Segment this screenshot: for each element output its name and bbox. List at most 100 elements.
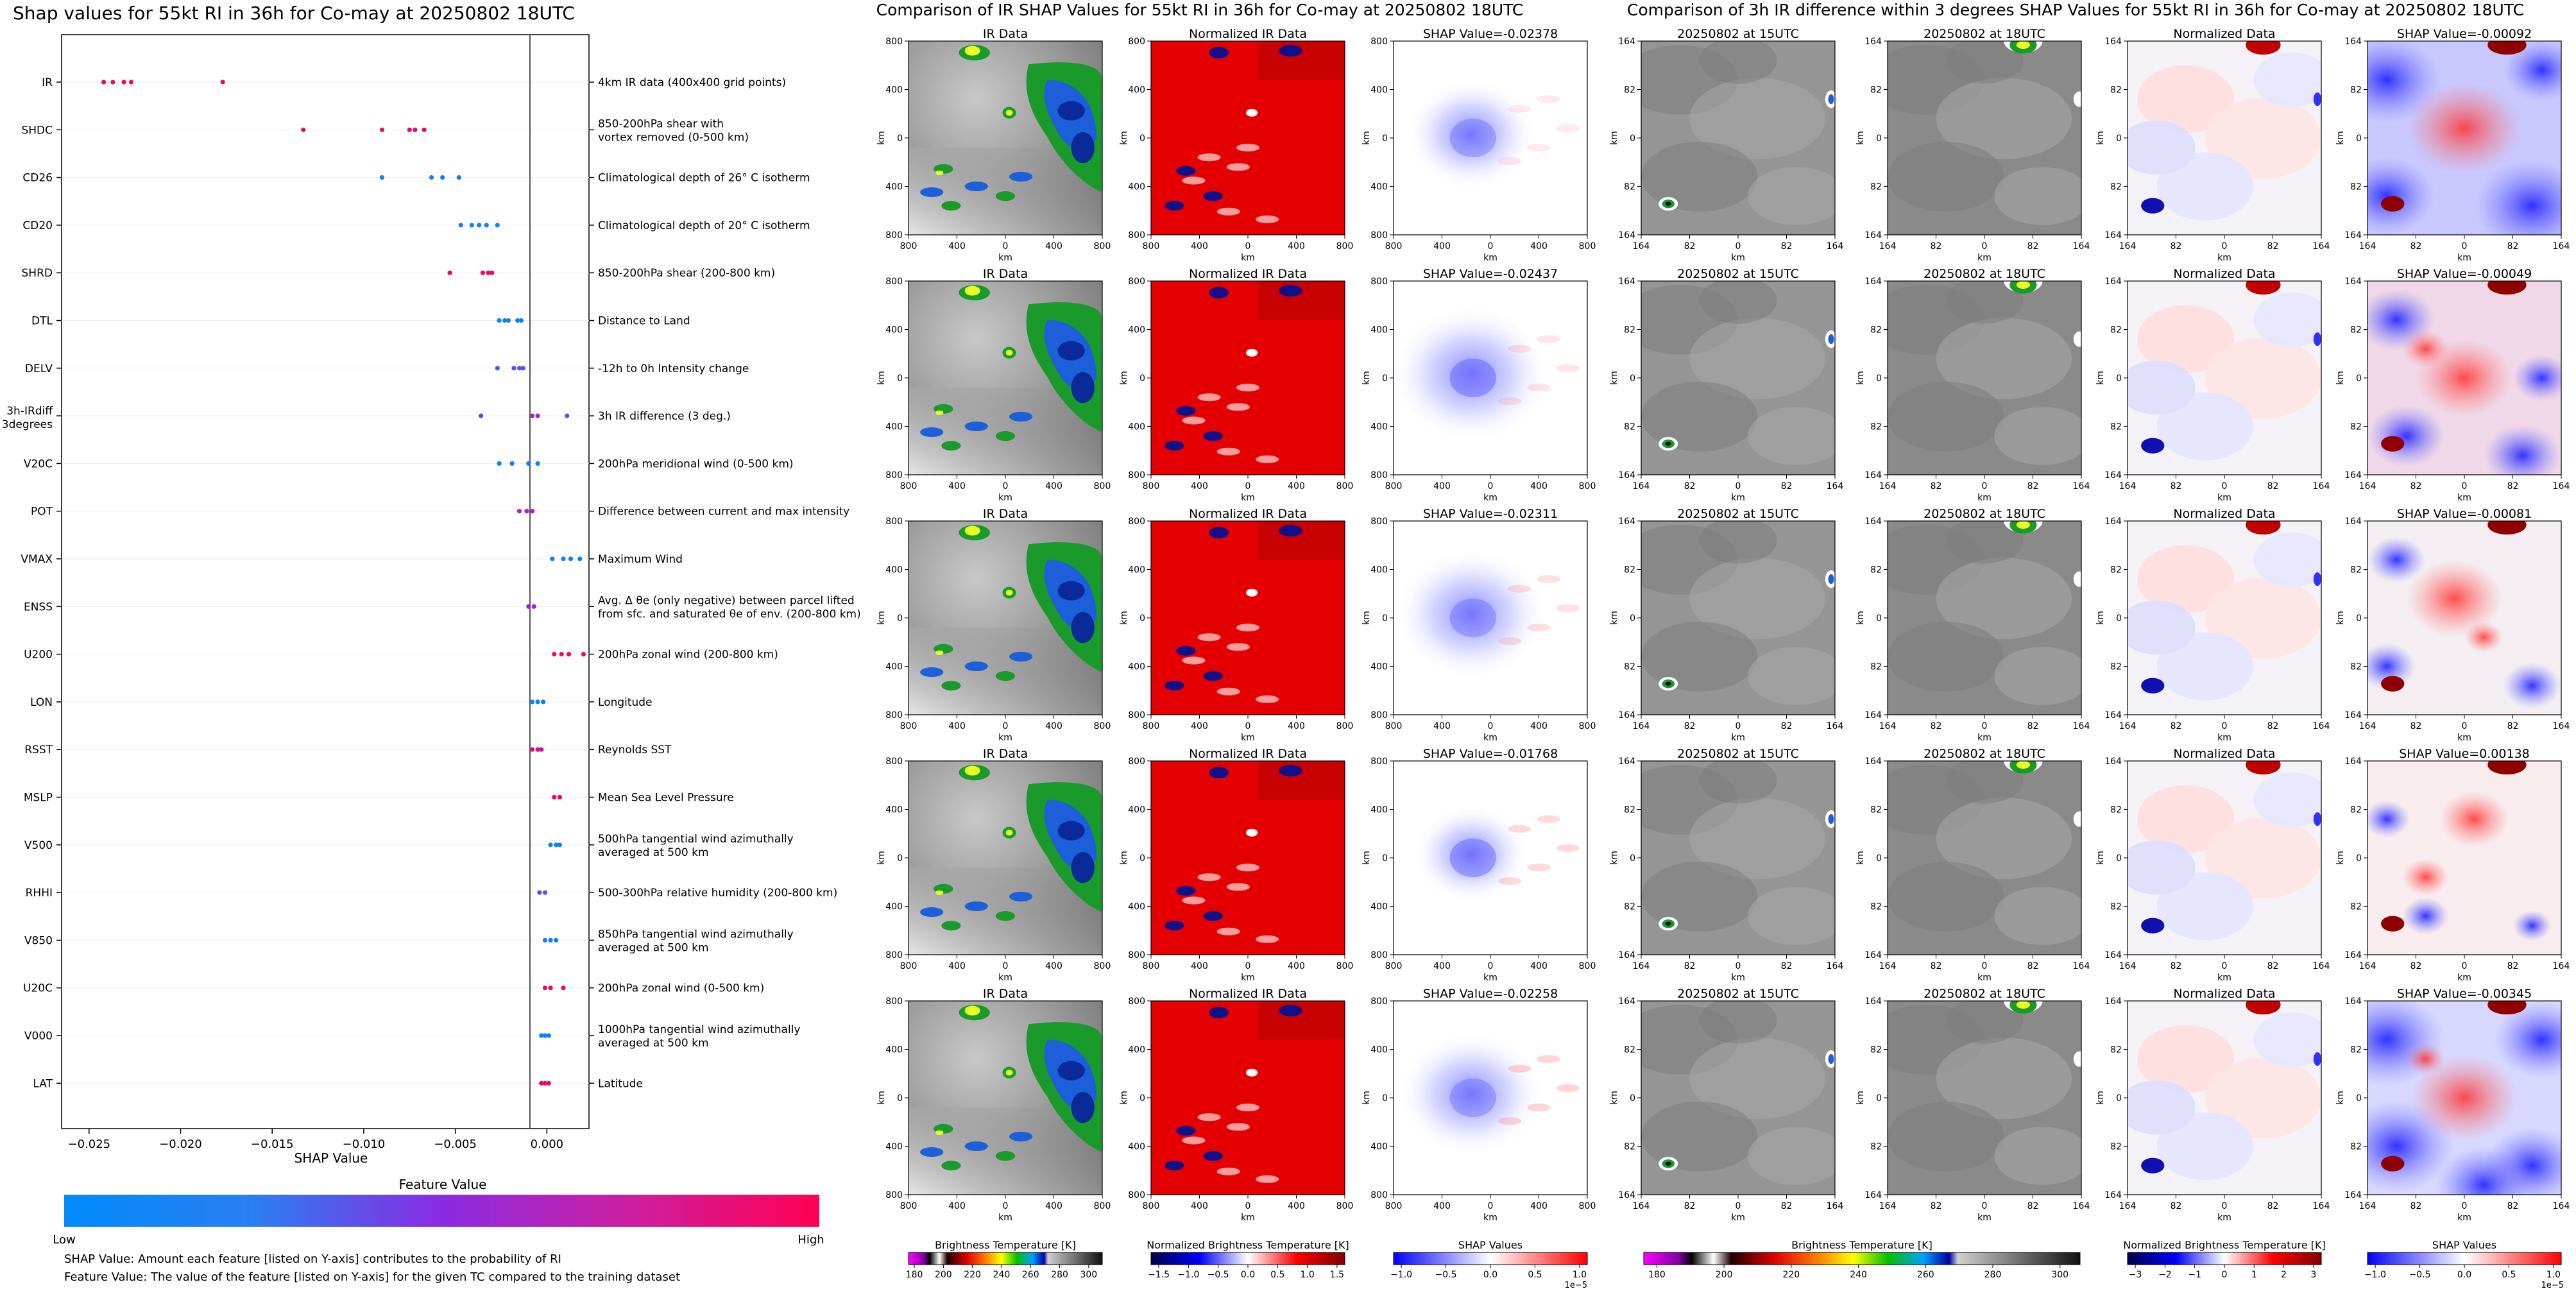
tick-label: 164 [1633, 961, 1650, 971]
tick-label: 164 [2073, 241, 2090, 252]
tick-label: 82 [2027, 1201, 2039, 1211]
y-axis-label: km [876, 611, 887, 625]
tick-label: 82 [1870, 565, 1882, 576]
shap-point [101, 80, 107, 85]
shap-point [557, 842, 562, 848]
brightness-temperature-image [1888, 281, 2081, 475]
shap-point [565, 413, 570, 418]
tick-label: 400 [1530, 241, 1548, 252]
tick-label: 400 [1128, 902, 1145, 912]
tick-label: 0 [2116, 373, 2122, 384]
x-axis-label: km [2217, 733, 2231, 743]
diff-colorbars: Brightness Temperature [K] 180 200 220 240 26… [1643, 1239, 2564, 1289]
shap-point [509, 461, 515, 466]
colorbar-tick-label: 260 [1022, 1270, 1039, 1280]
y-axis-label: km [2335, 1091, 2346, 1105]
y-axis-label: km [1855, 851, 1866, 865]
subplot-title: 20250802 at 15UTC [1677, 27, 1799, 41]
tick-label: 800 [1579, 721, 1596, 731]
tick-label: 82 [2507, 1201, 2519, 1211]
colorbar-tick-label: 0.0 [1241, 1270, 1255, 1280]
tick-label: 82 [1931, 241, 1942, 252]
feature-label: U200 [24, 649, 53, 662]
ir-subplot: Normalized IR Data8008004004000040040080… [1119, 267, 1353, 503]
shap-point [497, 318, 502, 323]
shap-point [447, 270, 452, 275]
feature-label: LON [30, 696, 53, 709]
tick-label: 0 [1139, 853, 1145, 864]
tick-label: 800 [1128, 710, 1145, 721]
tick-label: 164 [2119, 961, 2137, 971]
subplot-title: SHAP Value=-0.02378 [1423, 27, 1558, 41]
tick-label: 164 [2119, 481, 2137, 491]
colorbar-tick-label: 300 [2051, 1270, 2068, 1280]
diff-subplot: 20250802 at 18UTC1641648282008282164164k… [1855, 507, 2090, 743]
shap-point [477, 223, 482, 228]
tick-label: 400 [1128, 662, 1145, 672]
subplot-title: 20250802 at 18UTC [1923, 507, 2045, 521]
tick-label: 0 [2222, 481, 2228, 491]
tick-label: 82 [1684, 1201, 1696, 1211]
diff-subplot: 20250802 at 18UTC1641648282008282164164k… [1855, 27, 2090, 263]
y-axis-label: km [1609, 371, 1619, 385]
tick-label: 82 [2110, 182, 2122, 192]
tick-label: 400 [885, 325, 903, 336]
tick-label: 164 [1864, 950, 1882, 960]
tick-label: 800 [1370, 230, 1388, 241]
tick-label: 82 [2027, 721, 2039, 731]
tick-label: 0 [2462, 721, 2468, 731]
tick-label: 82 [2110, 1045, 2122, 1055]
colorbar-label: Brightness Temperature [K] [1791, 1239, 1932, 1251]
feature-description: Latitude [598, 1077, 643, 1090]
feature-description-labels: 4km IR data (400x400 grid points) 850-200… [589, 76, 861, 1090]
tick-label: 164 [1633, 481, 1650, 491]
feature-description: Avg. Δ θe (only negative) between parcel… [598, 594, 855, 607]
tick-label: 82 [1624, 565, 1635, 576]
x-axis-label: km [998, 493, 1012, 503]
colorbar-strip [1643, 1252, 2081, 1265]
shap-point [546, 1033, 551, 1038]
tick-label: 0 [2222, 721, 2228, 731]
tick-label: 800 [1094, 961, 1111, 971]
x-axis-label: km [1977, 493, 1992, 503]
y-axis-label: km [1361, 371, 1372, 385]
feature-label: V850 [24, 934, 53, 947]
subplot-title: SHAP Value=-0.00049 [2397, 267, 2532, 281]
x-axis-label: km [2457, 973, 2471, 983]
tick-label: 0 [1876, 613, 1882, 624]
shap-point [577, 556, 583, 561]
tick-label: 164 [2344, 37, 2362, 47]
shap-point [554, 937, 559, 943]
x-axis-label: km [1977, 1213, 1992, 1223]
tick-label: 800 [1128, 950, 1145, 960]
tick-label: 164 [1618, 756, 1635, 767]
tick-label: 400 [948, 1201, 966, 1211]
tick-label: 0 [1736, 241, 1741, 252]
feature-description: Climatological depth of 26° C isotherm [598, 172, 810, 185]
tick-label: 82 [2350, 1045, 2362, 1055]
tick-label: 164 [2553, 961, 2570, 971]
shap-point [220, 80, 225, 85]
tick-label: 800 [885, 37, 903, 47]
feature-label: MSLP [24, 792, 53, 805]
shap-map-image [1394, 1001, 1587, 1195]
subplot-title: SHAP Value=-0.02437 [1423, 267, 1558, 281]
subplot-title: Normalized Data [2173, 27, 2275, 41]
diff-subplot: Normalized Data1641648282008282164164kmk… [2095, 987, 2330, 1223]
tick-label: 82 [2267, 1201, 2279, 1211]
tick-label: 800 [1370, 1190, 1388, 1200]
feature-description: 500-300hPa relative humidity (200-800 km… [598, 887, 837, 900]
tick-label: 82 [2110, 565, 2122, 576]
colorbar-label: SHAP Values [2432, 1239, 2496, 1251]
tick-label: 400 [948, 241, 966, 252]
tick-label: 800 [1336, 1201, 1354, 1211]
colorbar-tick-label: 240 [993, 1270, 1011, 1280]
feature-label: ENSS [24, 601, 53, 613]
tick-label: 800 [1579, 1201, 1596, 1211]
ir-image [908, 1001, 1102, 1195]
tick-label: 0 [1382, 373, 1388, 384]
subplot-title: 20250802 at 15UTC [1677, 507, 1799, 521]
